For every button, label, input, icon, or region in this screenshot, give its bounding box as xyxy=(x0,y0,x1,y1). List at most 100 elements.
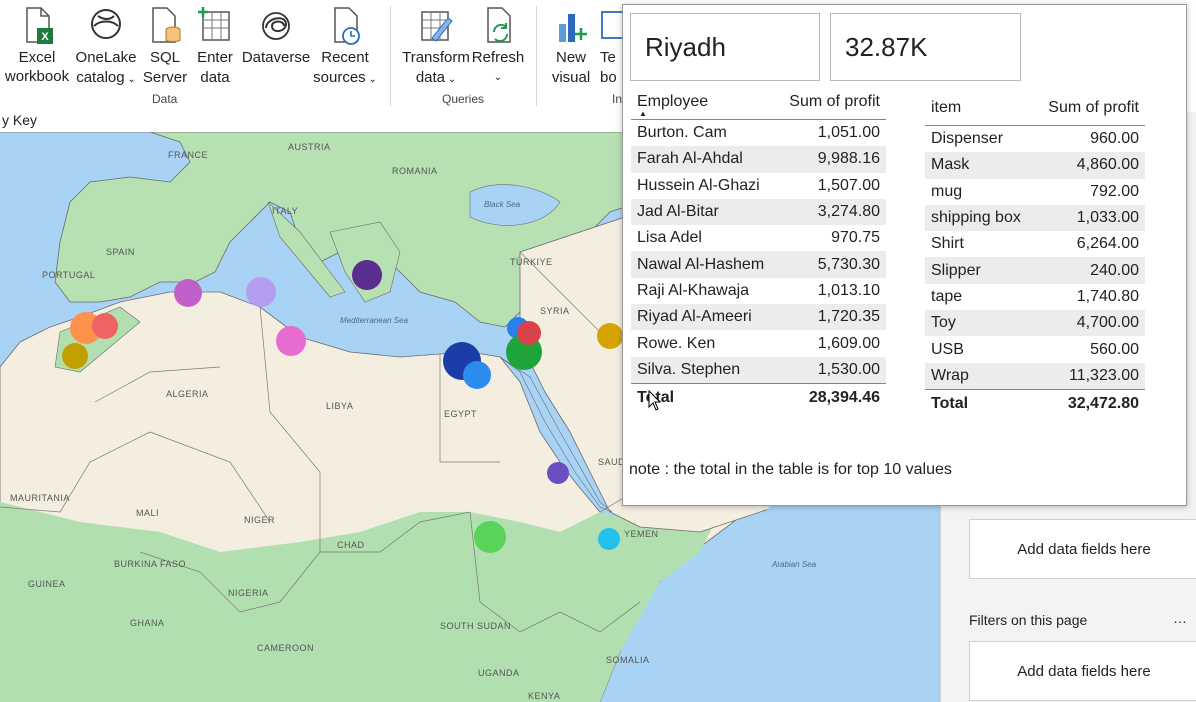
table-cell: 4,700.00 xyxy=(1034,310,1145,337)
map-bubble[interactable] xyxy=(276,326,306,356)
onelake-catalog-button[interactable]: OneLake catalog ⌄ xyxy=(72,0,140,90)
table-row[interactable]: Mask 4,860.00 xyxy=(925,152,1145,179)
employee-table: Employee ▲ Sum of profit Burton. Cam 1,051… xyxy=(631,85,886,412)
map-bubble[interactable] xyxy=(547,462,569,484)
table-row[interactable]: Jad Al-Bitar 3,274.80 xyxy=(631,198,886,226)
sql-server-icon xyxy=(152,7,181,43)
refresh-button[interactable]: Refresh ⌄ xyxy=(472,0,524,90)
total-cell: Total xyxy=(925,388,1035,418)
group-separator xyxy=(390,6,391,106)
table-row[interactable]: Lisa Adel 970.75 xyxy=(631,225,886,251)
table-row[interactable]: Hussein Al-Ghazi 1,507.00 xyxy=(631,173,886,199)
map-bubble[interactable] xyxy=(474,521,506,553)
table-cell: Raji Al-Khawaja xyxy=(637,281,750,299)
label-portugal: PORTUGAL xyxy=(42,270,95,280)
chevron-down-icon: ⌄ xyxy=(493,72,503,83)
column-header[interactable]: Sum of profit xyxy=(777,85,886,120)
onelake-icon xyxy=(91,9,121,39)
map-bubble[interactable] xyxy=(62,343,88,369)
label-niger: NIGER xyxy=(244,515,275,525)
table-row[interactable]: Nawal Al-Hashem 5,730.30 xyxy=(631,251,886,278)
dataverse-icon xyxy=(262,12,290,40)
map-bubbles[interactable] xyxy=(62,260,623,553)
table-cell: 4,860.00 xyxy=(1034,152,1145,179)
header-label: Employee xyxy=(637,93,709,110)
table-row[interactable]: Silva. Stephen 1,530.00 xyxy=(631,356,886,384)
recent-sources-button[interactable]: Recent sources ⌄ xyxy=(312,0,378,90)
table-cell: Slipper xyxy=(925,257,1035,284)
label-chad: CHAD xyxy=(337,540,365,550)
map-bubble[interactable] xyxy=(598,528,620,550)
header-label: Sum of profit xyxy=(1048,99,1139,116)
table-cell: 1,507.00 xyxy=(817,176,880,194)
table-row[interactable]: mug 792.00 xyxy=(925,179,1145,205)
more-options-icon[interactable]: … xyxy=(1173,610,1187,626)
table-cell: 1,609.00 xyxy=(817,334,880,352)
new-visual-button[interactable]: New visual xyxy=(546,0,596,90)
table-cell: Shirt xyxy=(931,235,964,253)
table-row[interactable]: Farah Al-Ahdal 9,988.16 xyxy=(631,146,886,173)
map-bubble[interactable] xyxy=(92,313,118,339)
map-bubble[interactable] xyxy=(517,321,541,345)
button-label: Enter xyxy=(197,49,233,66)
total-row: Total 32,472.80 xyxy=(925,388,1145,418)
table-cell: 5,730.30 xyxy=(777,251,886,278)
table-cell: 960.00 xyxy=(1090,130,1139,148)
header-label: Sum of profit xyxy=(789,93,880,110)
button-label: OneLake xyxy=(75,49,137,66)
total-row: Total28,394.46 xyxy=(631,382,886,412)
table-row[interactable]: tape 1,740.80 xyxy=(925,284,1145,310)
item-table: item Sum of profit Dispenser 960.00 Mask 4,… xyxy=(925,91,1145,418)
transform-icon xyxy=(421,11,453,42)
chevron-down-icon: ⌄ xyxy=(445,74,457,85)
sql-server-button[interactable]: SQL Server xyxy=(140,0,190,90)
map-bubble[interactable] xyxy=(463,361,491,389)
table-cell: shipping box xyxy=(925,204,1035,232)
svg-text:X: X xyxy=(41,31,49,43)
total-cell: 28,394.46 xyxy=(777,382,886,412)
enter-data-button[interactable]: Enter data xyxy=(192,0,238,90)
label-saudi: SAUD xyxy=(598,457,625,467)
text-box-button[interactable]: Te bo xyxy=(600,0,624,90)
table-cell: USB xyxy=(931,340,964,358)
table-row[interactable]: Toy 4,700.00 xyxy=(925,310,1145,337)
label-kenya: KENYA xyxy=(528,691,560,701)
text-box-icon xyxy=(601,11,624,39)
table-row[interactable]: Wrap 11,323.00 xyxy=(925,362,1145,390)
button-label: Dataverse xyxy=(241,49,311,66)
add-data-fields-drop-zone[interactable]: Add data fields here xyxy=(969,519,1196,579)
label-burkina: BURKINA FASO xyxy=(114,559,186,569)
table-row[interactable]: Shirt 6,264.00 xyxy=(925,231,1145,257)
table-cell: 9,988.16 xyxy=(777,146,886,173)
map-bubble[interactable] xyxy=(174,279,202,307)
label-yemen: YEMEN xyxy=(624,529,659,539)
button-label: sources xyxy=(313,69,366,86)
table-row[interactable]: Burton. Cam 1,051.00 xyxy=(631,120,886,147)
table-row[interactable]: shipping box 1,033.00 xyxy=(925,204,1145,232)
column-header[interactable]: item xyxy=(925,91,1035,126)
button-label: Te xyxy=(600,49,616,66)
column-header[interactable]: Sum of profit xyxy=(1034,91,1145,126)
map-bubble[interactable] xyxy=(597,323,623,349)
table-row[interactable]: USB 560.00 xyxy=(925,336,1145,362)
map-bubble[interactable] xyxy=(246,277,276,307)
table-row[interactable]: Raji Al-Khawaja 1,013.10 xyxy=(631,278,886,304)
table-cell: Silva. Stephen xyxy=(631,356,778,384)
dataverse-button[interactable]: Dataverse xyxy=(240,0,312,90)
table-cell: 1,740.80 xyxy=(1076,287,1139,305)
filters-on-page-title: Filters on this page xyxy=(969,612,1088,628)
table-cell: 1,051.00 xyxy=(817,124,880,142)
add-data-fields-drop-zone[interactable]: Add data fields here xyxy=(969,641,1196,701)
column-header[interactable]: Employee ▲ xyxy=(631,85,778,120)
group-label-data: Data xyxy=(152,92,178,106)
label-black-sea: Black Sea xyxy=(484,200,521,209)
table-row[interactable]: Rowe. Ken 1,609.00 xyxy=(631,330,886,356)
excel-icon: X xyxy=(26,7,53,44)
table-row[interactable]: Riyad Al-Ameeri 1,720.35 xyxy=(631,304,886,331)
map-bubble[interactable] xyxy=(352,260,382,290)
button-label: Refresh xyxy=(471,49,525,66)
excel-workbook-button[interactable]: X Excel workbook xyxy=(2,0,72,90)
table-row[interactable]: Dispenser 960.00 xyxy=(925,126,1145,153)
table-row[interactable]: Slipper 240.00 xyxy=(925,257,1145,284)
transform-data-button[interactable]: Transform data ⌄ xyxy=(400,0,472,90)
